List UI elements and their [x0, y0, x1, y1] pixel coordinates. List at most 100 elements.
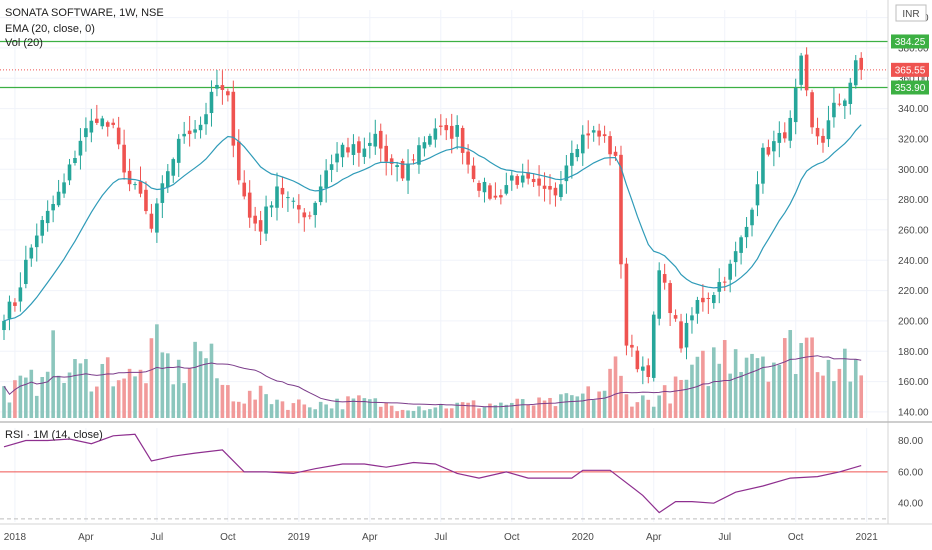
volume-bar	[564, 393, 569, 418]
volume-bar	[613, 356, 618, 418]
candle-body	[684, 322, 689, 348]
horizontal-levels[interactable]	[0, 40, 888, 89]
volume-bar	[286, 409, 290, 418]
candle-body	[395, 165, 399, 168]
volume-bar	[690, 364, 694, 418]
volume-bar	[264, 394, 268, 418]
volume-bar	[133, 376, 137, 418]
ema-legend: EMA (20, close, 0)	[5, 23, 95, 35]
volume-bar	[220, 384, 225, 418]
volume-bar	[520, 399, 525, 418]
volume-bar	[832, 381, 836, 418]
volume-bar	[18, 375, 23, 418]
volume-bar	[488, 403, 492, 418]
candle-body	[580, 134, 585, 154]
candle-body	[433, 128, 438, 140]
volume-bar	[755, 358, 760, 418]
rsi-pane	[0, 433, 888, 520]
volume-bar	[302, 404, 307, 418]
volume-bar	[586, 386, 591, 418]
currency-badge[interactable]	[895, 4, 927, 22]
candle-body	[346, 147, 350, 153]
candle-body	[45, 210, 50, 224]
candle-body	[646, 365, 651, 378]
volume-bar	[657, 395, 661, 418]
volume-bar	[236, 401, 241, 418]
candle-body	[51, 203, 55, 211]
candle-body	[182, 133, 186, 137]
volume-bar	[684, 379, 689, 418]
candle-body	[624, 263, 629, 346]
candle-body	[810, 92, 814, 128]
volume-bar	[406, 410, 410, 418]
candle-body	[635, 350, 640, 370]
volume-bar	[466, 402, 470, 418]
volume-bar	[100, 363, 105, 418]
volume-bar	[493, 405, 498, 418]
volume-bar	[13, 380, 17, 418]
volume-bar	[782, 338, 787, 418]
y-tick-label: 220.00	[898, 286, 929, 297]
volume-bar	[351, 398, 356, 418]
candle-body	[575, 149, 580, 158]
rsi-legend: RSI · 1M (14, close)	[5, 429, 103, 441]
candle-body	[520, 175, 525, 183]
x-tick-label: 2021	[856, 532, 879, 543]
volume-bar	[395, 411, 399, 418]
volume-bar	[542, 400, 547, 418]
volume-bar	[422, 410, 427, 418]
volume-bar	[793, 374, 798, 418]
candle-body	[62, 182, 66, 194]
volume-bar	[575, 396, 580, 418]
candle-body	[226, 91, 230, 96]
candle-body	[471, 165, 476, 180]
volume-bar	[34, 395, 39, 418]
volume-bars	[2, 324, 864, 418]
candle-body	[444, 125, 449, 131]
volume-bar	[815, 372, 820, 418]
candle-body	[313, 202, 318, 216]
volume-bar	[95, 386, 99, 418]
candle-body	[2, 320, 6, 331]
candle-body	[848, 82, 853, 105]
candle-body	[258, 220, 263, 232]
volume-bar	[460, 402, 465, 418]
volume-bar	[444, 408, 449, 418]
volume-bar	[499, 402, 503, 418]
volume-bar	[253, 399, 257, 418]
candle-body	[318, 186, 323, 203]
volume-bar	[624, 394, 629, 418]
level-tag: 384.25	[895, 37, 926, 48]
candle-body	[837, 103, 842, 105]
candle-body	[204, 114, 208, 125]
candle-body	[701, 297, 705, 303]
candle-body	[269, 205, 274, 208]
candle-body	[138, 181, 143, 194]
candle-body	[18, 287, 23, 302]
volume-bar	[630, 406, 634, 418]
volume-bar	[384, 403, 388, 418]
rsi-tick-label: 80.00	[898, 436, 923, 447]
candle-body	[657, 270, 661, 319]
volume-bar	[138, 369, 143, 418]
candle-body	[591, 130, 596, 133]
volume-bar	[635, 402, 640, 418]
candle-body	[297, 205, 301, 210]
volume-bar	[182, 383, 186, 418]
rsi-tick-label: 40.00	[898, 499, 923, 510]
volume-bar	[646, 399, 651, 418]
candle-body	[7, 301, 12, 319]
candle-body	[389, 158, 394, 164]
volume-bar	[242, 403, 247, 418]
level-tag-bg	[891, 34, 929, 49]
candle-body	[449, 125, 454, 139]
rsi-tick-label: 60.00	[898, 467, 923, 478]
candle-body	[40, 220, 45, 236]
candle-body	[193, 129, 197, 133]
volume-bar	[357, 395, 361, 418]
candle-body	[766, 147, 771, 155]
volume-bar	[362, 398, 367, 418]
candle-body	[499, 195, 503, 198]
y-tick-label: 240.00	[898, 256, 929, 267]
